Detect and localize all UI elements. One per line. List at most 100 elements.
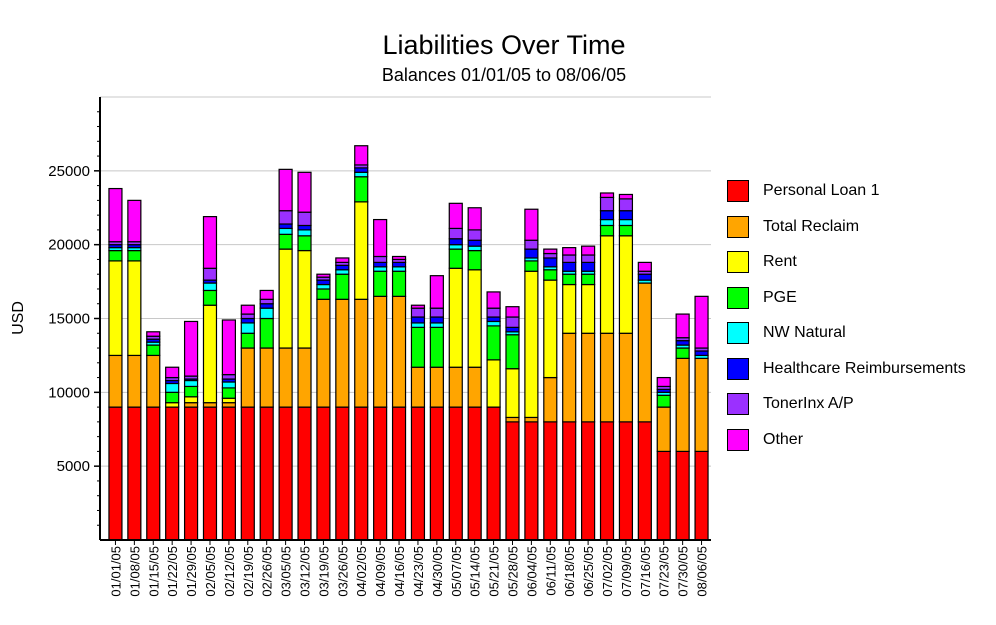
bar-segment: [429, 275, 444, 309]
bar-segment: [562, 254, 577, 263]
bar-segment: [202, 406, 218, 541]
bar-segment: [505, 421, 520, 541]
bar-segment: [259, 307, 274, 320]
bar-segment: [297, 249, 312, 349]
bar-segment: [562, 247, 577, 256]
bar-segment: [486, 406, 501, 541]
bar-segment: [505, 326, 520, 333]
bar-segment: [373, 218, 388, 258]
bar-segment: [637, 421, 652, 541]
bar-segment: [599, 235, 615, 334]
bar-segment: [467, 229, 482, 241]
bar-segment: [354, 145, 369, 166]
bar-segment: [448, 406, 463, 541]
bar-segment: [618, 218, 634, 227]
bar-segment: [524, 416, 539, 423]
bar-segment: [599, 224, 615, 237]
bar-segment: [335, 269, 350, 275]
legend-label: Total Reclaim: [763, 217, 860, 235]
bar-segment: [316, 283, 331, 290]
chart-title: Liabilities Over Time: [382, 30, 626, 60]
bar-segment: [278, 210, 293, 225]
bar-segment: [448, 366, 463, 408]
bar-segment: [221, 381, 236, 389]
bars: [108, 145, 709, 541]
legend-label: Rent: [763, 253, 797, 270]
bar-segment: [486, 325, 501, 361]
bar-segment: [599, 210, 615, 221]
bar-segment: [202, 282, 218, 292]
bar-segment: [467, 269, 482, 368]
x-tick-label: 03/05/05: [279, 546, 294, 597]
bar-segment: [448, 227, 463, 240]
bar-segment: [562, 273, 577, 286]
bar-segment: [656, 406, 671, 453]
bar-segment: [581, 421, 596, 541]
bar-segment: [410, 304, 426, 309]
x-tick-label: 07/09/05: [619, 546, 634, 597]
x-tick-label: 02/26/05: [260, 546, 275, 597]
bar-segment: [278, 233, 293, 250]
bar-segment: [391, 406, 407, 541]
bar-segment: [505, 306, 520, 318]
bar-segment: [505, 334, 520, 370]
bar-segment: [618, 224, 634, 237]
bar-segment: [524, 421, 539, 541]
bar-segment: [297, 347, 312, 408]
bar-segment: [562, 421, 577, 541]
bar-segment: [694, 357, 709, 452]
bar-segment: [524, 208, 539, 241]
bar-segment: [637, 273, 652, 281]
x-tick-label: 01/29/05: [184, 546, 199, 597]
bar-segment: [467, 366, 482, 408]
bar-segment: [183, 396, 199, 404]
bar-segment: [429, 316, 444, 324]
bar-segment: [486, 291, 501, 309]
bar-segment: [467, 245, 482, 252]
bar-segment: [146, 354, 161, 408]
bar-segment: [373, 295, 388, 408]
bar-segment: [637, 282, 652, 423]
legend-swatch: [727, 322, 749, 344]
bar-segment: [127, 260, 142, 357]
bar-segment: [524, 260, 539, 272]
bar-segment: [467, 249, 482, 271]
bar-segment: [259, 303, 274, 309]
bar-segment: [410, 406, 426, 541]
bar-segment: [448, 267, 463, 368]
bar-segment: [335, 406, 350, 541]
bar-segment: [202, 289, 218, 306]
bar-segment: [278, 347, 293, 408]
bar-segment: [562, 261, 577, 272]
bar-segment: [429, 322, 444, 328]
x-tick-label: 04/23/05: [411, 546, 426, 597]
bar-segment: [410, 366, 426, 408]
bar-segment: [618, 332, 634, 423]
bar-segment: [297, 211, 312, 227]
bar-segment: [581, 254, 596, 263]
bar-segment: [297, 171, 312, 213]
bar-segment: [183, 379, 199, 388]
bar-segment: [278, 227, 293, 235]
x-tick-label: 07/16/05: [638, 546, 653, 597]
bar-segment: [202, 402, 218, 408]
bar-segment: [618, 210, 634, 221]
bar-segment: [165, 391, 180, 404]
bar-segment: [297, 229, 312, 237]
bar-segment: [127, 199, 142, 243]
bar-segment: [391, 295, 407, 408]
bar-segment: [581, 332, 596, 423]
legend-swatch: [727, 428, 749, 451]
bar-segment: [316, 288, 331, 300]
bar-segment: [656, 376, 671, 388]
bar-segment: [581, 283, 596, 334]
bar-segment: [259, 317, 274, 349]
bar-segment: [278, 168, 293, 212]
legend-swatch: [727, 180, 749, 202]
bar-segment: [165, 406, 180, 541]
legend-swatch: [727, 393, 749, 415]
bar-segment: [486, 320, 501, 327]
bar-segment: [486, 307, 501, 318]
x-tick-label: 02/12/05: [222, 546, 237, 597]
x-tick-label: 06/11/05: [543, 546, 558, 596]
